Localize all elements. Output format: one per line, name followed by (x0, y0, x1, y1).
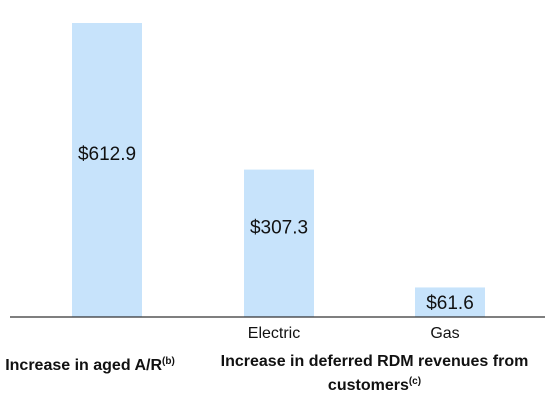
value-label-gas: $61.6 (426, 293, 474, 314)
group-label-aged-ar: Increase in aged A/R(b) (0, 352, 180, 376)
bar-aged-ar (72, 22, 142, 317)
value-label-aged-ar: $612.9 (78, 144, 136, 165)
value-label-electric: $307.3 (250, 217, 308, 238)
group-label-deferred-rdm-superscript: (c) (408, 376, 422, 387)
group-label-aged-ar-superscript: (b) (162, 356, 175, 367)
group-label-aged-ar-text: Increase in aged A/R (5, 357, 162, 374)
bar-electric (244, 169, 314, 317)
group-label-deferred-rdm: Increase in deferred RDM revenues from c… (200, 352, 549, 396)
bar-gas (415, 287, 485, 317)
group-label-deferred-rdm-text: Increase in deferred RDM revenues from c… (220, 353, 529, 394)
tick-label-electric: Electric (248, 325, 300, 342)
tick-label-gas: Gas (430, 325, 459, 342)
